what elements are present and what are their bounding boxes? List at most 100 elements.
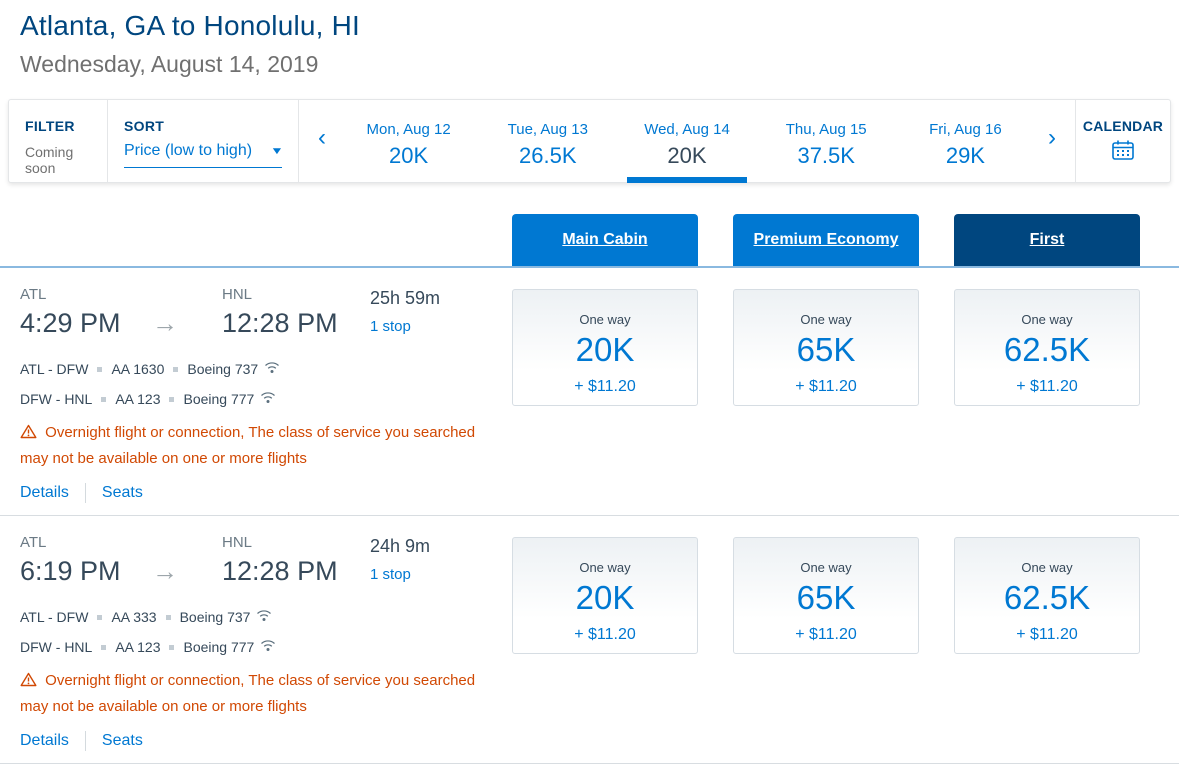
date-tab-fri-aug-16[interactable]: Fri, Aug 16 29K (896, 100, 1035, 182)
results-list: Main Cabin Premium Economy First ATL 4:2… (0, 214, 1179, 764)
fare-card-main-cabin[interactable]: One way 20K + $11.20 (512, 537, 698, 654)
flight-result-row: ATL 6:19 PM → HNL 12:28 PM 24h 9m 1 stop… (0, 516, 1179, 763)
segment-aircraft: Boeing 737 (179, 609, 251, 625)
date-tab-price: 26.5K (519, 143, 577, 168)
segment-route: DFW - HNL (20, 639, 93, 655)
date-tab-tue-aug-13[interactable]: Tue, Aug 13 26.5K (478, 100, 617, 182)
segments: ATL - DFW AA 333 Boeing 737 DFW - HNL AA… (20, 609, 477, 655)
date-tab-label: Wed, Aug 14 (644, 121, 730, 138)
segment-route: DFW - HNL (20, 391, 93, 407)
arrow-right-icon: → (152, 308, 178, 338)
fare-card-first[interactable]: One way 62.5K + $11.20 (954, 289, 1140, 406)
fare-type: One way (579, 560, 631, 575)
separator (169, 644, 175, 650)
destination: HNL 12:28 PM (222, 286, 370, 339)
fare-card-premium-economy[interactable]: One way 65K + $11.20 (733, 537, 919, 654)
fare-miles: 62.5K (1003, 579, 1091, 616)
date-tab-mon-aug-12[interactable]: Mon, Aug 12 20K (339, 100, 478, 182)
page-date: Wednesday, August 14, 2019 (20, 51, 319, 77)
origin-code: ATL (20, 286, 47, 303)
fare-card-first[interactable]: One way 62.5K + $11.20 (954, 537, 1140, 654)
stops-link[interactable]: 1 stop (370, 318, 411, 335)
warning-text: Overnight flight or connection, The clas… (20, 424, 476, 467)
date-tab-thu-aug-15[interactable]: Thu, Aug 15 37.5K (757, 100, 896, 182)
sort-selected-value: Price (low to high) (124, 142, 253, 159)
flight-result-row: ATL 4:29 PM → HNL 12:28 PM 25h 59m 1 sto… (0, 268, 1179, 515)
sort-dropdown[interactable]: Price (low to high) ▼ (124, 142, 284, 168)
previous-dates-button[interactable]: ‹ (305, 124, 339, 158)
fare-card-premium-economy[interactable]: One way 65K + $11.20 (733, 289, 919, 406)
date-tab-price: 20K (389, 143, 429, 168)
separator (101, 396, 107, 402)
calendar-button[interactable]: CALENDAR (1075, 100, 1170, 182)
seats-link[interactable]: Seats (101, 484, 143, 501)
segment-flight-number: AA 123 (115, 639, 161, 655)
fare-miles: 65K (796, 331, 856, 368)
stops-link[interactable]: 1 stop (370, 566, 411, 583)
segment-aircraft: Boeing 777 (183, 639, 255, 655)
page-header: Atlanta, GA to Honolulu, HI Wednesday, A… (0, 0, 1179, 78)
link-divider (84, 483, 86, 503)
segment-flight-number: AA 333 (111, 609, 157, 625)
fare-miles: 62.5K (1003, 331, 1091, 368)
cabin-tab-first[interactable]: First (954, 214, 1140, 266)
fare-taxes: + $11.20 (574, 626, 636, 643)
date-tab-label: Mon, Aug 12 (366, 121, 451, 138)
cabin-tab-premium-economy[interactable]: Premium Economy (733, 214, 919, 266)
wifi-icon (260, 639, 276, 655)
filter-coming-soon: Coming soon (25, 144, 74, 176)
wifi-icon (256, 609, 272, 625)
duration: 25h 59m (370, 288, 441, 308)
seats-link[interactable]: Seats (101, 732, 143, 749)
segment: DFW - HNL AA 123 Boeing 777 (20, 391, 477, 407)
duration: 24h 9m (370, 536, 431, 556)
segment: ATL - DFW AA 1630 Boeing 737 (20, 361, 477, 377)
arrival-time: 12:28 PM (222, 308, 338, 338)
segments: ATL - DFW AA 1630 Boeing 737 DFW - HNL A… (20, 361, 477, 407)
destination: HNL 12:28 PM (222, 534, 370, 587)
duration-block: 24h 9m 1 stop (370, 534, 477, 584)
fare-type: One way (800, 312, 852, 327)
overnight-warning: Overnight flight or connection, The clas… (20, 669, 477, 719)
flight-info: ATL 6:19 PM → HNL 12:28 PM 24h 9m 1 stop… (20, 534, 477, 751)
itinerary: ATL 4:29 PM → HNL 12:28 PM 25h 59m 1 sto… (20, 286, 477, 339)
row-links: Details Seats (20, 731, 477, 751)
page-title: Atlanta, GA to Honolulu, HI (20, 10, 361, 41)
row-divider (0, 515, 1179, 516)
date-tab-wed-aug-14-selected[interactable]: Wed, Aug 14 20K (617, 100, 756, 182)
segment-aircraft: Boeing 737 (187, 361, 259, 377)
calendar-icon (1076, 139, 1170, 166)
cabin-tab-main-cabin[interactable]: Main Cabin (512, 214, 698, 266)
wifi-icon (264, 361, 280, 377)
segment-flight-number: AA 1630 (111, 361, 165, 377)
separator (169, 396, 175, 402)
fare-miles: 20K (575, 331, 635, 368)
departure-time: 4:29 PM (20, 308, 121, 338)
fare-miles: 20K (575, 579, 635, 616)
row-divider (0, 763, 1179, 764)
separator (165, 614, 171, 620)
fare-card-main-cabin[interactable]: One way 20K + $11.20 (512, 289, 698, 406)
fare-taxes: + $11.20 (1016, 378, 1078, 395)
cabin-header-spacer (20, 214, 477, 266)
link-divider (84, 731, 86, 751)
date-tab-label: Tue, Aug 13 (507, 121, 588, 138)
fare-taxes: + $11.20 (795, 378, 857, 395)
chevron-down-icon: ▼ (270, 145, 284, 157)
filter-section[interactable]: FILTER Coming soon (9, 100, 108, 182)
date-tab-price: 20K (667, 143, 707, 168)
next-dates-button[interactable]: › (1035, 124, 1069, 158)
fare-type: One way (1021, 560, 1073, 575)
segment-route: ATL - DFW (20, 609, 89, 625)
segment-route: ATL - DFW (20, 361, 89, 377)
cabin-header-row: Main Cabin Premium Economy First (0, 214, 1179, 266)
details-link[interactable]: Details (20, 732, 69, 749)
segment: ATL - DFW AA 333 Boeing 737 (20, 609, 477, 625)
date-tab-label: Thu, Aug 15 (785, 121, 867, 138)
segment-aircraft: Boeing 777 (183, 391, 255, 407)
date-tab-price: 29K (945, 143, 985, 168)
destination-code: HNL (222, 534, 253, 551)
details-link[interactable]: Details (20, 484, 69, 501)
row-links: Details Seats (20, 483, 477, 503)
calendar-label: CALENDAR (1082, 118, 1164, 134)
